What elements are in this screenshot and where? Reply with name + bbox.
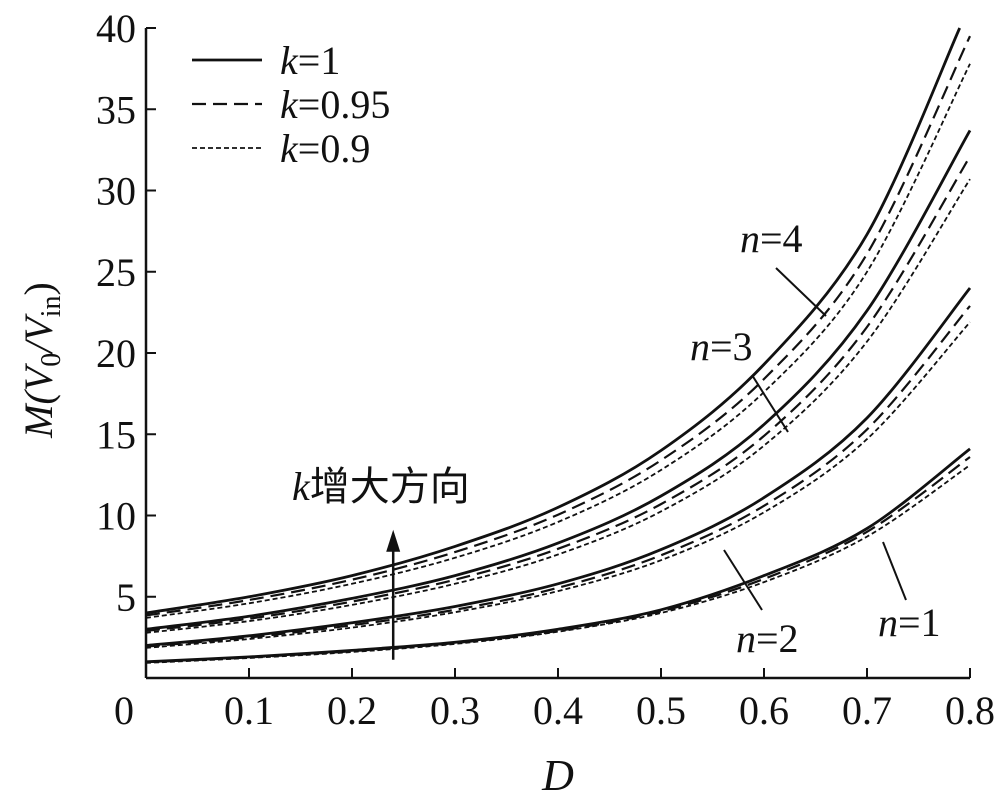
- legend-label: k=0.9: [280, 126, 370, 171]
- y-tick-label: 30: [96, 169, 136, 214]
- series-line-k09-n3: [145, 178, 971, 634]
- curve-label-leader: [882, 541, 907, 601]
- x-tick-label: 0.8: [945, 688, 995, 733]
- series-line-k095-n1: [145, 456, 971, 664]
- curves: [145, 27, 972, 664]
- curve-label-leader: [775, 267, 827, 317]
- x-axis-title: D: [541, 751, 574, 800]
- legend-label: k=1: [280, 38, 340, 83]
- y-tick-label: 10: [96, 494, 136, 539]
- legend-label: k=0.95: [280, 82, 390, 127]
- arrow-head-icon: [386, 529, 401, 552]
- y-tick-label: 35: [96, 87, 136, 132]
- series-line-k095-n3: [145, 155, 971, 632]
- series-line-k095-n2: [145, 305, 971, 648]
- y-tick-label: 5: [116, 575, 136, 620]
- series-line-k1-n4: [145, 27, 961, 615]
- x-tick-label: 0: [114, 688, 134, 733]
- arrow-annotation-label: k增大方向: [292, 464, 470, 510]
- x-tick-label: 0.1: [224, 688, 274, 733]
- y-axis-title: M(V0/Vin): [16, 282, 67, 439]
- legend: k=1k=0.95k=0.9: [192, 38, 390, 171]
- curve-label: n=4: [740, 216, 803, 261]
- series-line-k09-n4: [145, 63, 971, 619]
- x-tick-label: 0.6: [739, 688, 789, 733]
- series-line-k1-n2: [145, 287, 972, 647]
- series-line-k09-n2: [145, 321, 971, 649]
- curve-label: n=3: [690, 324, 753, 369]
- curve-label: n=2: [736, 616, 799, 661]
- x-tick-label: 0.5: [636, 688, 686, 733]
- curve-label: n=1: [878, 600, 941, 645]
- series-line-k1-n3: [145, 129, 972, 631]
- y-tick-label: 40: [96, 6, 136, 51]
- x-tick-label: 0.4: [533, 688, 583, 733]
- curve-label-leader: [751, 374, 789, 433]
- y-tick-label: 20: [96, 331, 136, 376]
- x-tick-label: 0.2: [327, 688, 377, 733]
- curve-label-leader: [723, 549, 763, 611]
- axes: 0 0.1 0.2 0.3 0.4 0.5 0.6 0.7 0.8 5 10 15 20 25 30 35 40…: [16, 6, 995, 800]
- x-tick-label: 0.3: [430, 688, 480, 733]
- y-tick-label: 15: [96, 412, 136, 457]
- series-line-k095-n4: [145, 35, 971, 617]
- curve-labels: n=4 n=3 n=2 n=1 k增大方向: [292, 216, 941, 661]
- y-tick-label: 25: [96, 250, 136, 295]
- x-tick-label: 0.7: [842, 688, 892, 733]
